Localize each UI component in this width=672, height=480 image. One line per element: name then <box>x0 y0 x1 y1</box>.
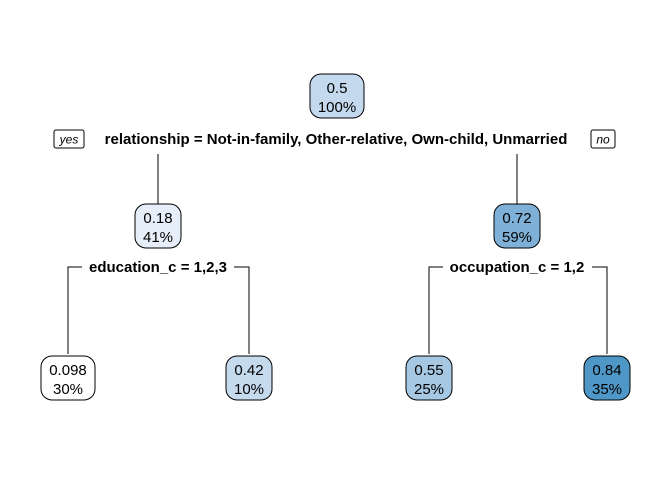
node-right-left-box <box>405 355 453 401</box>
node-root: 0.5 100% <box>309 73 365 119</box>
node-right-left: 0.55 25% <box>405 355 453 401</box>
edge-left-split <box>67 266 250 354</box>
node-left-right: 0.42 10% <box>225 355 273 401</box>
yes-tag: yes <box>53 129 85 149</box>
node-left-right-value: 0.42 <box>234 362 263 379</box>
node-right-left-percent: 25% <box>414 381 444 398</box>
node-left-left-box <box>40 355 96 401</box>
node-left-right-percent: 10% <box>234 381 264 398</box>
split-label-root: relationship = Not-in-family, Other-rela… <box>105 131 568 148</box>
node-right-percent: 59% <box>502 229 532 246</box>
node-left-left-percent: 30% <box>53 381 83 398</box>
node-left-left-value: 0.098 <box>49 362 87 379</box>
node-left-value: 0.18 <box>143 210 172 227</box>
yes-tag-label: yes <box>59 133 79 147</box>
node-root-box <box>309 73 365 119</box>
node-right-value: 0.72 <box>502 210 531 227</box>
split-label-right: occupation_c = 1,2 <box>450 259 585 276</box>
node-left-right-box <box>225 355 273 401</box>
node-root-value: 0.5 <box>327 80 348 97</box>
split-label-left: education_c = 1,2,3 <box>89 259 227 276</box>
node-right-right-percent: 35% <box>592 381 622 398</box>
node-left-left: 0.098 30% <box>40 355 96 401</box>
node-left-box <box>134 203 182 249</box>
no-tag: no <box>590 129 616 149</box>
node-left: 0.18 41% <box>134 203 182 249</box>
no-tag-label: no <box>596 133 610 147</box>
node-right-right-box <box>583 355 631 401</box>
edge-right-split <box>428 266 608 354</box>
node-right: 0.72 59% <box>493 203 541 249</box>
node-right-right: 0.84 35% <box>583 355 631 401</box>
node-root-percent: 100% <box>318 99 356 116</box>
node-left-percent: 41% <box>143 229 173 246</box>
node-right-right-value: 0.84 <box>592 362 621 379</box>
tree-edges <box>67 154 608 354</box>
node-right-box <box>493 203 541 249</box>
node-right-left-value: 0.55 <box>414 362 443 379</box>
